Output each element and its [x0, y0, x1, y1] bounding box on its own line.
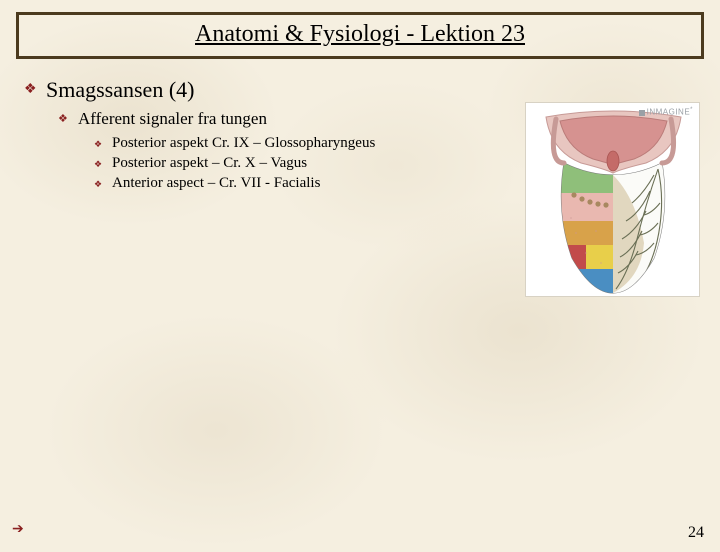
heading-level1: ❖ Smagssansen (4) [24, 77, 706, 103]
item3-text: Posterior aspekt – Cr. X – Vagus [112, 155, 307, 172]
watermark-dot-icon [639, 110, 645, 116]
diamond-bullet-icon: ❖ [94, 135, 112, 153]
item3-text: Posterior aspekt Cr. IX – Glossopharynge… [112, 135, 375, 152]
diamond-bullet-icon: ❖ [24, 77, 46, 103]
heading1-text: Smagssansen (4) [46, 77, 194, 103]
diamond-bullet-icon: ❖ [94, 175, 112, 193]
tongue-svg [526, 103, 701, 298]
page-number: 24 [688, 524, 704, 542]
heading2-text: Afferent signaler fra tungen [78, 109, 267, 129]
page-title: Anatomi & Fysiologi - Lektion 23 [195, 21, 525, 47]
tongue-illustration: INMAGINE* [525, 102, 700, 297]
watermark: INMAGINE* [639, 107, 693, 117]
arrow-right-icon: ➔ [12, 521, 24, 538]
item3-text: Anterior aspect – Cr. VII - Facialis [112, 175, 320, 192]
title-bar: Anatomi & Fysiologi - Lektion 23 [16, 12, 704, 59]
diamond-bullet-icon: ❖ [58, 109, 78, 129]
diamond-bullet-icon: ❖ [94, 155, 112, 173]
watermark-text: INMAGINE [647, 108, 691, 117]
